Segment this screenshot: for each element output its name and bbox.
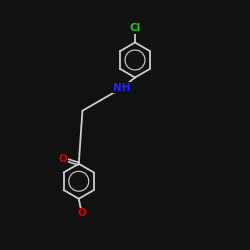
Text: O: O (58, 154, 68, 164)
Text: O: O (78, 208, 86, 218)
Text: Cl: Cl (130, 23, 140, 33)
Text: NH: NH (112, 82, 130, 92)
